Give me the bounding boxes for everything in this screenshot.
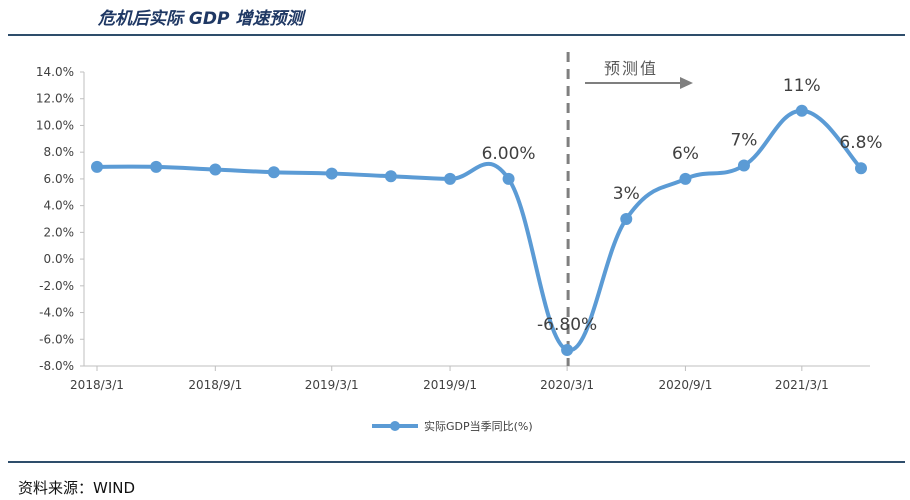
x-tick-label: 2019/3/1 (305, 378, 359, 392)
data-label: 7% (730, 131, 757, 151)
data-label: 6.00% (482, 144, 536, 164)
data-point (855, 162, 867, 175)
y-tick-label: -2.0% (39, 279, 74, 293)
y-tick-label: 10.0% (36, 118, 74, 132)
y-tick-label: 2.0% (44, 225, 75, 239)
data-point (737, 159, 750, 172)
x-tick-label: 2021/3/1 (775, 378, 829, 392)
data-labels: 6.00% -6.80% 3% 6% 7% 11% 6.8% (482, 76, 883, 335)
data-point (150, 160, 163, 173)
data-point (384, 170, 397, 183)
y-tick-label: 12.0% (36, 92, 74, 106)
y-tick-label: 8.0% (44, 145, 75, 159)
x-tick-label: 2020/9/1 (658, 378, 712, 392)
y-tick-label: -6.0% (39, 332, 74, 346)
data-label: 11% (783, 76, 821, 96)
data-point (561, 343, 574, 356)
forecast-marker: 预测值 (566, 52, 693, 366)
legend: 实际GDP当季同比(%) (372, 419, 533, 433)
data-point (91, 160, 103, 173)
x-axis: 2018/3/1 2018/9/1 2019/3/1 2019/9/1 2020/3/1… (70, 365, 870, 392)
y-tick-label: -4.0% (39, 306, 74, 320)
y-tick-label: 6.0% (44, 172, 75, 186)
legend-marker (390, 421, 400, 431)
x-tick-label: 2020/3/1 (540, 378, 594, 392)
data-point (502, 172, 515, 185)
data-point (209, 163, 222, 176)
y-tick-label: 0.0% (44, 252, 75, 266)
forecast-arrow-head (680, 77, 693, 89)
source-note: 资料来源：WIND (18, 479, 136, 497)
x-tick-label: 2018/9/1 (188, 378, 242, 392)
data-label: 3% (613, 184, 640, 204)
data-point (795, 104, 808, 117)
x-tick-label: 2018/3/1 (70, 378, 124, 392)
data-point (325, 167, 338, 180)
top-rule (8, 34, 905, 36)
data-point (679, 172, 692, 185)
y-tick-label: -8.0% (39, 359, 74, 373)
data-point (620, 213, 633, 225)
legend-label: 实际GDP当季同比(%) (424, 419, 533, 433)
bottom-rule (8, 461, 905, 463)
y-tick-label: 4.0% (44, 199, 75, 213)
y-axis: 14.0% 12.0% 10.0% 8.0% 6.0% 4.0% 2.0% 0.0% -2.0%… (36, 65, 85, 373)
chart-title: 危机后实际 GDP 增速预测 (98, 9, 304, 29)
data-label: 6.8% (839, 133, 882, 153)
plot-area (91, 104, 867, 356)
y-tick-label: 14.0% (36, 65, 74, 79)
data-label: 6% (672, 144, 699, 164)
data-point (267, 166, 280, 179)
data-point (444, 172, 457, 185)
forecast-label: 预测值 (604, 59, 658, 78)
data-label: -6.80% (537, 315, 597, 335)
x-tick-label: 2019/9/1 (423, 378, 477, 392)
